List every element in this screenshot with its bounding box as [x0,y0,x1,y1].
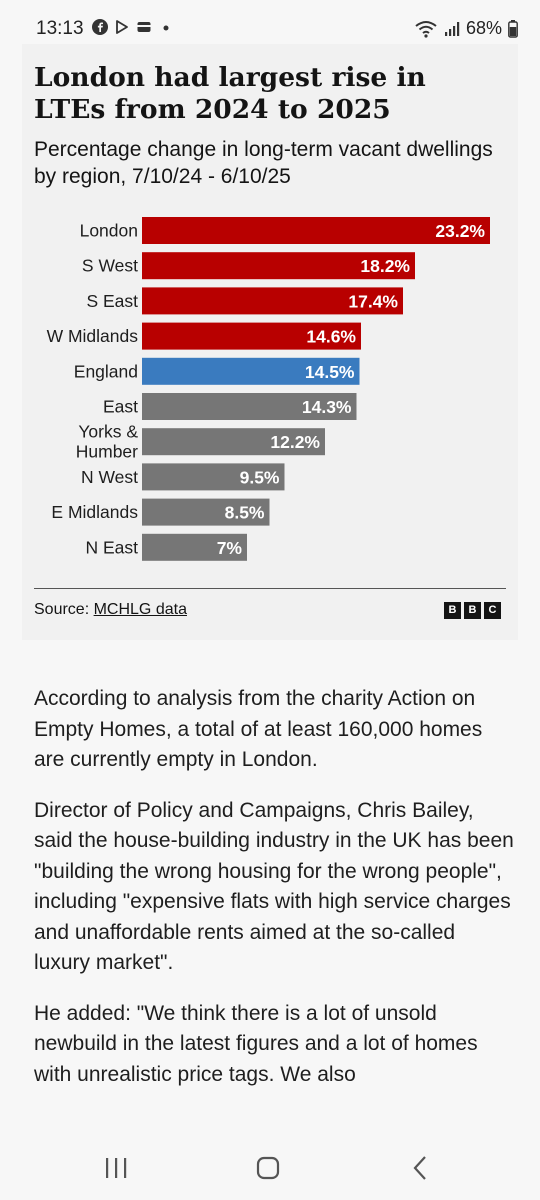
bbc-logo-letter: B [464,602,481,619]
notification-icons [92,19,174,35]
dot-icon [163,25,169,31]
bar-value-label: 8.5% [225,503,265,523]
recent-apps-button[interactable] [98,1154,134,1182]
status-bar: 13:13 68% [0,0,540,62]
category-label: East [103,397,138,417]
bar-value-label: 12.2% [270,432,320,452]
category-label: Humber [76,442,138,462]
category-label: England [74,361,138,381]
chart-source: Source: MCHLG data [34,601,187,619]
bar-s-east [142,287,403,315]
wifi-icon [415,20,437,38]
source-prefix: Source: [34,601,94,618]
article-paragraph: According to analysis from the charity A… [34,687,483,771]
signal-icon [444,21,460,36]
status-right: 68% [414,18,518,39]
home-button[interactable] [250,1154,286,1182]
bar-n-west [142,463,285,491]
article-paragraph: He added: "We think there is a lot of un… [34,1001,478,1086]
category-label: Yorks & [78,422,138,442]
bar-value-label: 14.6% [306,327,356,347]
category-label: N West [81,467,138,487]
chart-divider [34,588,506,589]
bar-value-label: 14.3% [302,397,352,417]
bar-yorks-humber [142,428,325,456]
bar-s-west [142,252,415,280]
bar-w-midlands [142,322,361,350]
facebook-icon [92,19,108,35]
bar-value-label: 14.5% [305,362,355,382]
bbc-logo: B B C [444,602,501,619]
battery-icon [508,19,518,38]
article-paragraph: Director of Policy and Campaigns, Chris … [34,798,514,975]
play-icon [116,20,128,34]
bar-value-label: 7% [217,538,243,558]
back-button[interactable] [402,1154,438,1182]
status-time: 13:13 [36,18,84,39]
wallet-icon [137,22,151,32]
bar-value-label: 18.2% [360,256,410,276]
source-link[interactable]: MCHLG data [93,601,187,618]
navigation-bar [0,1138,540,1200]
bar-chart: 23.2% London 18.2% S West 17.4% S East 14.6% W … [47,217,490,561]
category-label: N East [85,537,138,557]
bar-england [142,357,360,385]
bar-n-east [142,533,247,561]
bar-e-midlands [142,498,270,526]
bar-east [142,393,357,420]
category-label: S East [86,291,138,311]
chart-title: London had largest rise in LTEs from 202… [34,62,426,125]
bar-value-label: 9.5% [240,467,280,487]
article-body: According to analysis from the charity A… [34,684,514,1110]
category-label: London [80,221,138,241]
bar-value-label: 17.4% [348,291,398,311]
bbc-logo-letter: B [444,602,461,619]
bar-london [142,217,490,244]
chart-card: London had largest rise in LTEs from 202… [22,44,518,640]
bbc-logo-letter: C [484,602,501,619]
category-label: W Midlands [47,326,139,346]
chart-subtitle: Percentage change in long-term vacant dw… [34,138,493,188]
category-label: S West [82,256,138,276]
category-label: E Midlands [51,502,138,522]
bar-value-label: 23.2% [435,221,485,241]
battery-percent: 68% [465,18,502,38]
